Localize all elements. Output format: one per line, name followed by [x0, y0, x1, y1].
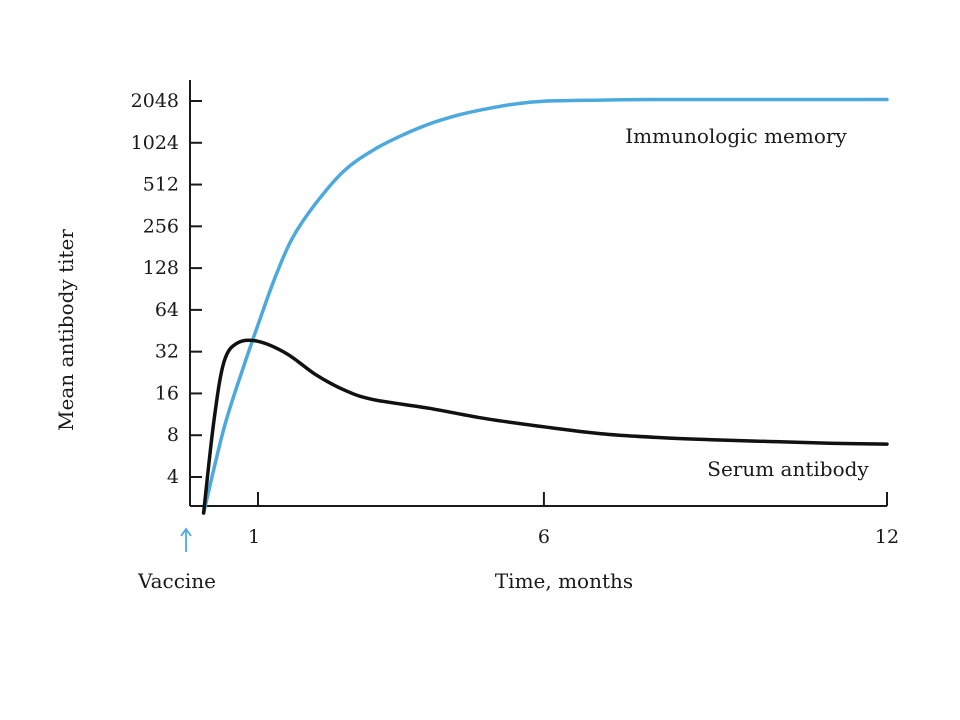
y-tick-label: 256 [143, 215, 179, 237]
series-lines [201, 97, 889, 515]
y-tick-label: 2048 [131, 90, 179, 112]
x-ticks: 1 6 12 [248, 492, 899, 548]
serum-antibody-line [201, 338, 889, 515]
vaccine-label: Vaccine [137, 569, 216, 593]
x-tick-label: 6 [538, 526, 550, 548]
y-ticks: 4 8 16 32 64 128 256 512 1024 2048 [131, 90, 202, 488]
series-labels: Immunologic memory Serum antibody [625, 124, 869, 481]
y-axis-label: Mean antibody titer [54, 229, 78, 431]
y-tick-label: 64 [155, 299, 179, 321]
y-tick-label: 8 [167, 424, 179, 446]
y-tick-label: 16 [155, 382, 179, 404]
up-arrow-icon [180, 527, 192, 552]
y-tick-label: 1024 [131, 132, 179, 154]
immunologic-memory-label: Immunologic memory [625, 124, 847, 148]
vaccine-marker: Vaccine [137, 527, 216, 593]
y-tick-label: 32 [155, 341, 179, 363]
y-tick-label: 128 [143, 257, 179, 279]
y-tick-label: 512 [143, 174, 179, 196]
y-tick-label: 4 [167, 466, 179, 488]
serum-antibody-label: Serum antibody [707, 457, 869, 481]
x-tick-label: 12 [875, 526, 899, 548]
immunologic-memory-line [201, 97, 889, 515]
x-tick-label: 1 [248, 526, 260, 548]
x-axis-label: Time, months [495, 569, 633, 593]
